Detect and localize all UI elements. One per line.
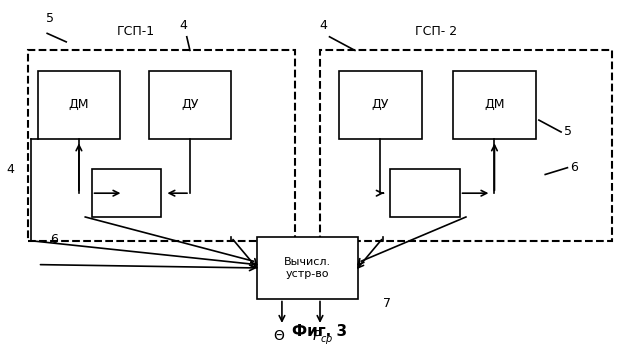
FancyBboxPatch shape [148, 71, 231, 139]
FancyBboxPatch shape [339, 71, 422, 139]
Text: 4: 4 [319, 19, 327, 32]
Text: ДУ: ДУ [372, 98, 389, 111]
Text: ГСП- 2: ГСП- 2 [415, 25, 458, 38]
Text: 7: 7 [383, 297, 392, 310]
Text: 6: 6 [51, 233, 58, 246]
FancyBboxPatch shape [92, 169, 161, 217]
Text: 4: 4 [180, 19, 188, 32]
Text: Фиг. 3: Фиг. 3 [292, 324, 348, 339]
FancyBboxPatch shape [453, 71, 536, 139]
Text: ДУ: ДУ [181, 98, 198, 111]
FancyBboxPatch shape [390, 169, 460, 217]
Text: $P_{ср}$: $P_{ср}$ [312, 329, 334, 347]
Text: ГСП-1: ГСП-1 [117, 25, 155, 38]
FancyBboxPatch shape [257, 237, 358, 299]
Text: 6: 6 [571, 161, 579, 174]
Text: 5: 5 [564, 125, 572, 138]
Text: ДМ: ДМ [484, 98, 505, 111]
Text: 4: 4 [6, 163, 14, 176]
Text: 5: 5 [46, 12, 54, 25]
Text: Вычисл.
устр-во: Вычисл. устр-во [284, 257, 331, 279]
Text: ДМ: ДМ [68, 98, 89, 111]
Text: Θ: Θ [273, 329, 284, 343]
FancyBboxPatch shape [38, 71, 120, 139]
